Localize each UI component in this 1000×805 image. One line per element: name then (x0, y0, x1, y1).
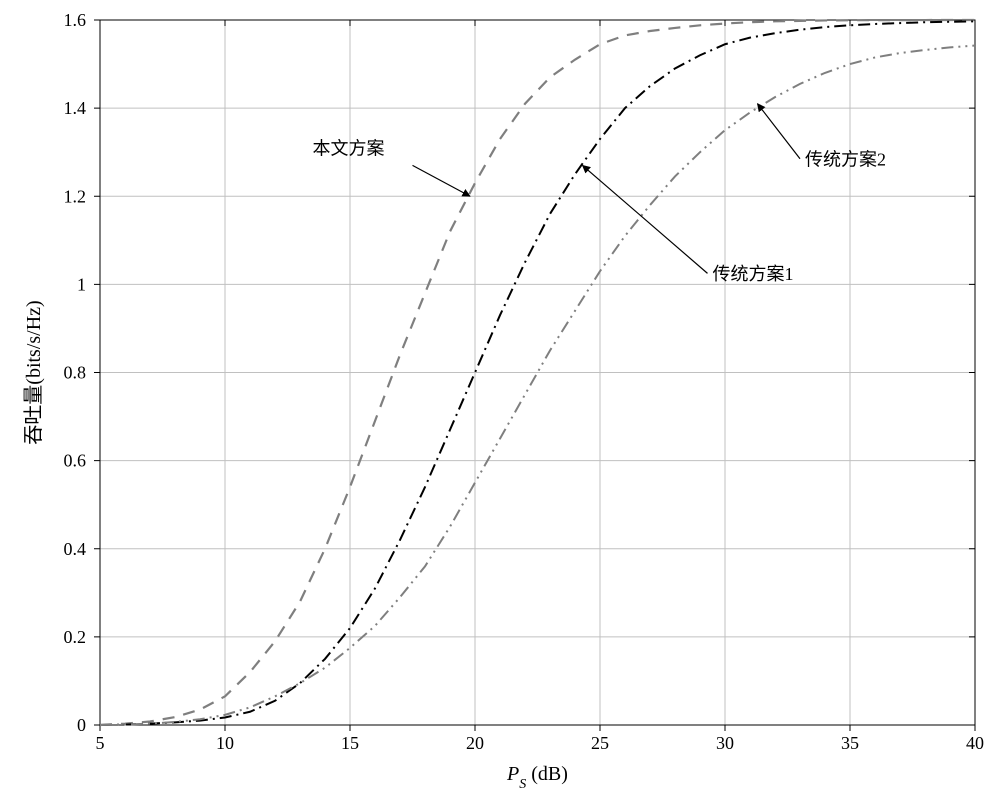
svg-text:0: 0 (77, 715, 86, 735)
svg-text:1.4: 1.4 (64, 98, 87, 118)
svg-text:0.2: 0.2 (64, 627, 87, 647)
throughput-vs-ps-chart: 5 10 15 20 25 30 35 40 0 0.2 0.4 0.6 0.8 1 1.2 1.4 1.6 本文… (0, 0, 1000, 805)
svg-text:吞吐量(bits/s/Hz): 吞吐量(bits/s/Hz) (22, 300, 45, 444)
svg-text:35: 35 (841, 733, 859, 753)
svg-text:5: 5 (96, 733, 105, 753)
svg-text:0.8: 0.8 (64, 363, 87, 383)
svg-text:15: 15 (341, 733, 359, 753)
svg-text:1.6: 1.6 (64, 10, 87, 30)
svg-text:20: 20 (466, 733, 484, 753)
svg-text:10: 10 (216, 733, 234, 753)
svg-text:25: 25 (591, 733, 609, 753)
chart-svg: 5 10 15 20 25 30 35 40 0 0.2 0.4 0.6 0.8 1 1.2 1.4 1.6 本文… (0, 0, 1000, 805)
svg-text:30: 30 (716, 733, 734, 753)
svg-text:1: 1 (77, 274, 86, 294)
svg-text:本文方案: 本文方案 (313, 138, 385, 158)
svg-text:0.4: 0.4 (64, 539, 87, 559)
svg-text:传统方案1: 传统方案1 (713, 264, 794, 284)
svg-text:传统方案2: 传统方案2 (805, 149, 886, 169)
svg-text:1.2: 1.2 (64, 186, 87, 206)
svg-text:0.6: 0.6 (64, 451, 87, 471)
svg-text:40: 40 (966, 733, 984, 753)
